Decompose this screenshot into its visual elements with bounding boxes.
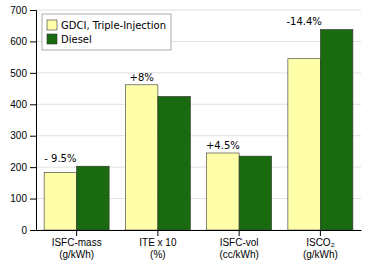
annotations: - 9.5% +8% +4.5% -14.4% <box>44 16 322 164</box>
y-tick-label: 700 <box>10 5 27 16</box>
y-tick-mark <box>30 73 36 74</box>
legend-item: GDCI, Triple-Injection <box>47 20 166 31</box>
legend-label: Diesel <box>61 34 92 45</box>
y-tick-mark <box>30 199 36 200</box>
y-tick-mark <box>30 230 36 231</box>
y-axis-line <box>30 11 37 231</box>
y-tick: 700 <box>10 5 36 16</box>
bar <box>239 156 272 230</box>
legend-item: Diesel <box>47 34 92 45</box>
y-tick-label: 300 <box>10 130 27 141</box>
y-tick: 600 <box>10 36 36 47</box>
x-tick-label: ITE x 10(%) <box>139 237 177 260</box>
bar-series <box>77 29 353 230</box>
x-tick-label: ISCO₂(g/kWh) <box>303 237 338 260</box>
y-tick-label: 600 <box>10 36 27 47</box>
bar <box>44 172 77 230</box>
y-tick-label: 100 <box>10 193 27 204</box>
x-tick-mark <box>320 230 321 236</box>
y-tick: 400 <box>10 99 36 110</box>
y-tick-label: 200 <box>10 162 27 173</box>
legend-swatch <box>47 20 57 30</box>
bar <box>77 166 110 230</box>
x-tick: ISCO₂(g/kWh) <box>303 230 338 260</box>
x-tick-mark <box>76 230 77 236</box>
chart: 0 100 200 300 400 500 600 700 ISFC-mass(g/kWh) IT… <box>0 0 371 264</box>
y-tick-label: 500 <box>10 68 27 79</box>
y-tick-mark <box>30 41 36 42</box>
bar <box>288 59 321 230</box>
legend-label: GDCI, Triple-Injection <box>61 20 166 31</box>
x-tick: ISFC-vol(cc/kWh) <box>219 230 258 260</box>
y-tick-mark <box>30 136 36 137</box>
bar <box>207 153 240 230</box>
bar <box>125 85 158 230</box>
y-tick: 200 <box>10 162 36 173</box>
y-tick-mark <box>30 10 36 11</box>
x-axis: ISFC-mass(g/kWh) ITE x 10(%) ISFC-vol(cc/k… <box>37 230 362 260</box>
annotation: - 9.5% <box>44 153 76 164</box>
bar <box>320 29 353 230</box>
x-tick-label: ISFC-mass(g/kWh) <box>52 237 102 260</box>
x-tick-mark <box>157 230 158 236</box>
y-tick-mark <box>30 104 36 105</box>
plot: 0 100 200 300 400 500 600 700 ISFC-mass(g/kWh) IT… <box>10 5 361 260</box>
legend-swatch <box>47 34 57 44</box>
x-axis-line <box>37 230 362 231</box>
bar-series <box>44 59 320 230</box>
y-tick-label: 400 <box>10 99 27 110</box>
y-tick: 0 <box>21 225 36 236</box>
y-axis: 0 100 200 300 400 500 600 700 <box>10 5 36 236</box>
x-tick-mark <box>239 230 240 236</box>
legend-frame <box>42 14 171 50</box>
grid <box>36 10 361 230</box>
x-tick: ISFC-mass(g/kWh) <box>52 230 102 260</box>
grid-line <box>36 10 361 11</box>
y-tick: 500 <box>10 68 36 79</box>
annotation: +4.5% <box>206 140 240 151</box>
x-tick: ITE x 10(%) <box>139 230 177 260</box>
legend: GDCI, Triple-Injection Diesel <box>42 14 171 50</box>
y-tick-label: 0 <box>21 225 27 236</box>
x-tick-label: ISFC-vol(cc/kWh) <box>219 237 258 260</box>
y-tick: 300 <box>10 130 36 141</box>
y-tick-mark <box>30 167 36 168</box>
annotation: -14.4% <box>286 16 321 27</box>
bar <box>158 96 191 230</box>
y-tick: 100 <box>10 193 36 204</box>
bars <box>44 29 353 230</box>
annotation: +8% <box>130 72 154 83</box>
